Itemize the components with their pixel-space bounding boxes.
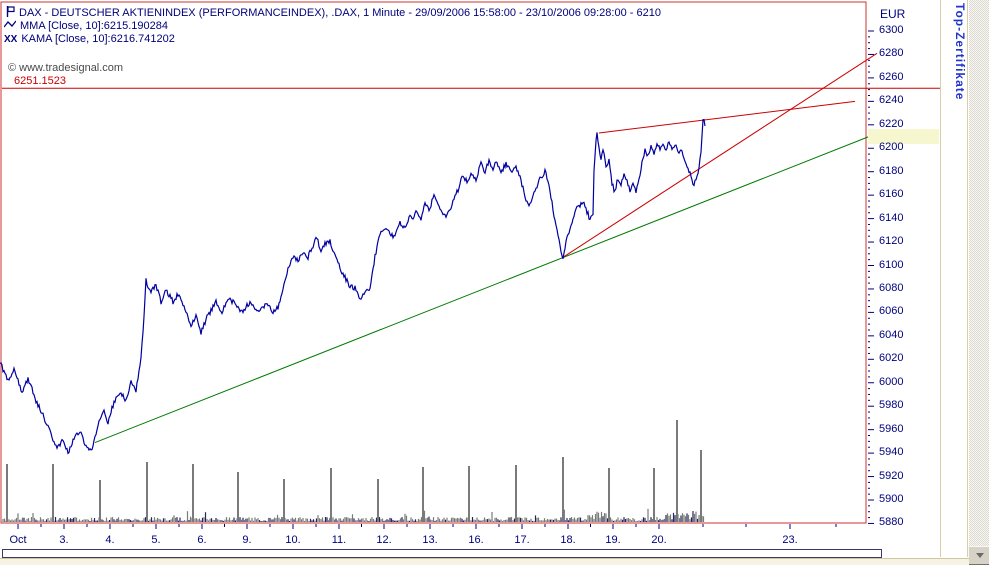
y-axis-label: 6060: [879, 305, 904, 318]
window-bottom-band: [0, 558, 969, 565]
x-axis-label: 6.: [197, 534, 207, 546]
chevron-down-icon: [975, 553, 984, 558]
x-axis-label: 3.: [59, 534, 69, 546]
y-axis-label: 5940: [879, 446, 904, 459]
tradesignal-watermark: © www.tradesignal.com: [8, 62, 124, 74]
x-axis-label: 10.: [285, 534, 301, 546]
y-axis-label: 6180: [879, 164, 904, 177]
chart-title-row: DAX - DEUTSCHER AKTIENINDEX (PERFORMANCE…: [6, 6, 661, 20]
y-axis-label: 6280: [879, 47, 904, 60]
y-axis-label: 6100: [879, 258, 904, 271]
trendline-steep-red: [562, 52, 878, 258]
x-axis-label: 20.: [651, 534, 667, 546]
zigzag-icon: [3, 20, 17, 32]
currency-label: EUR: [880, 7, 906, 21]
y-axis-label: 5900: [879, 493, 904, 505]
x-axis-label: 12.: [376, 534, 392, 546]
trendline-support-green: [94, 132, 879, 444]
trendline-resistance-red: [598, 100, 856, 134]
x-axis-label: 4.: [105, 534, 115, 546]
x-axis-label: 19.: [605, 534, 621, 546]
x-axis-label: 5.: [151, 534, 161, 546]
right-scroll-strip[interactable]: [969, 0, 989, 565]
y-axis-label: 6240: [879, 94, 904, 107]
indicator-row-kama: XX KAMA [Close, 10]:6216.741202: [4, 33, 175, 45]
x-axis-label: 18.: [560, 534, 576, 546]
x-axis-label: 23.: [782, 534, 798, 546]
y-axis-label: 6040: [879, 328, 904, 341]
x-axis-label: 16.: [468, 534, 484, 546]
y-axis-label: 5980: [879, 399, 904, 412]
y-axis-label: 6260: [879, 70, 904, 83]
y-axis-label: 6300: [879, 24, 904, 36]
y-axis-label: 6020: [879, 352, 904, 365]
plot-border: [0, 1, 867, 524]
x-axis-label: Oct: [9, 534, 27, 546]
y-axis-label: 6120: [879, 235, 904, 248]
indicator-row-mma: MMA [Close, 10]:6215.190284: [3, 20, 168, 32]
price-line: [0, 118, 706, 455]
y-axis-label: 6140: [879, 211, 904, 224]
indicator-label-mma: MMA [Close, 10]:6215.190284: [20, 20, 168, 32]
flag-icon: [6, 6, 15, 20]
x-axis-label: 17.: [514, 534, 530, 546]
level-line-label: 6251.1523: [14, 75, 66, 87]
scroll-down-button[interactable]: [968, 546, 989, 565]
y-axis-label: 5920: [879, 469, 904, 482]
y-axis-label: 6000: [879, 375, 904, 388]
y-axis-label: 6200: [879, 141, 904, 154]
y-axis-label: 6080: [879, 281, 904, 294]
current-price-highlight: [868, 129, 939, 145]
panel-divider-left: [940, 0, 941, 557]
price-axis[interactable]: EUR 5880 5900 5920 5940 5960 5980 6000 6020 6040…: [867, 0, 940, 535]
x-axis-label: 9.: [242, 534, 252, 546]
date-axis[interactable]: Oct 3. 4. 5. 6. 9. 10. 11. 12. 13. 16. 17. 18. 19. 20.…: [0, 534, 940, 548]
side-banner-text[interactable]: Top-Zertifikate: [953, 3, 967, 101]
indicator-label-kama: KAMA [Close, 10]:6216.741202: [21, 33, 175, 45]
y-axis-label: 5960: [879, 422, 904, 435]
x-axis-label: 11.: [331, 534, 347, 546]
x-axis-label: 13.: [422, 534, 438, 546]
panel-divider-right: [967, 0, 968, 557]
horizontal-scrollbar[interactable]: [2, 549, 882, 558]
xx-icon: XX: [4, 33, 18, 45]
y-axis-label: 5880: [879, 516, 904, 529]
chart-title: DAX - DEUTSCHER AKTIENINDEX (PERFORMANCE…: [19, 7, 661, 19]
y-axis-label: 6220: [879, 117, 904, 130]
y-axis-label: 6160: [879, 188, 904, 201]
